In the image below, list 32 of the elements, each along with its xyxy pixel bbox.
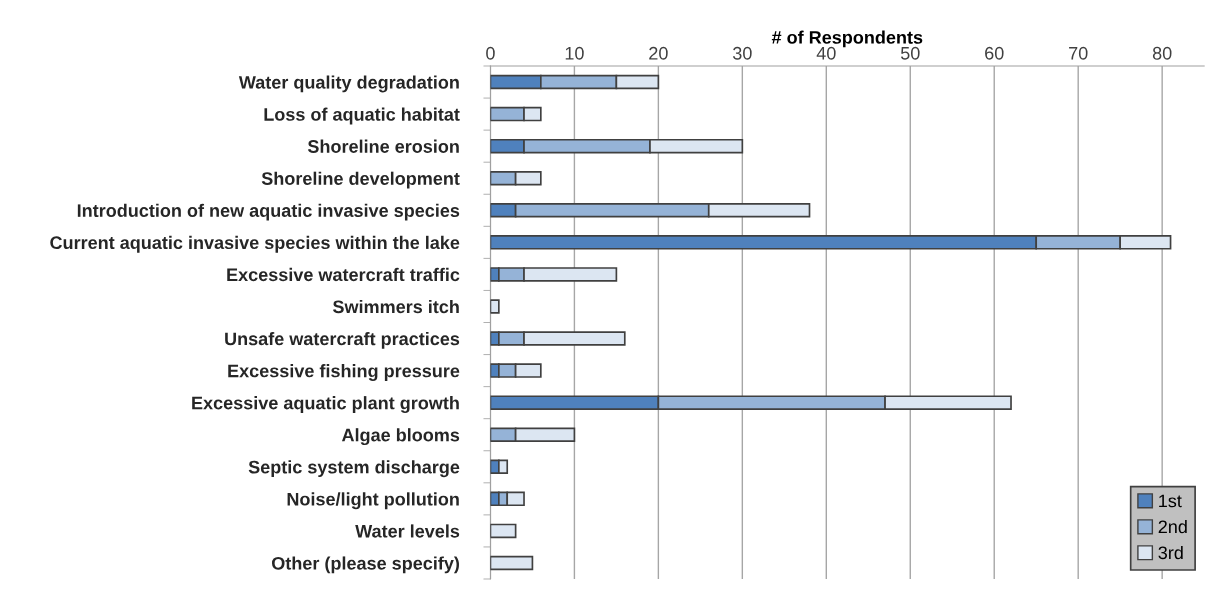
x-tick-label: 50 xyxy=(900,46,920,60)
x-tick-label: 80 xyxy=(1152,46,1172,60)
y-tick-label: Algae blooms xyxy=(341,428,460,446)
y-tick-label: Excessive aquatic plant growth xyxy=(192,396,459,414)
x-tick-label: 60 xyxy=(985,46,1004,60)
y-tick-label: Swimmers itch xyxy=(332,299,459,314)
x-axis-title: # of Respondents xyxy=(771,30,923,48)
legend-label: 1st xyxy=(1159,494,1182,508)
x-tick-label: 10 xyxy=(565,46,584,60)
bar xyxy=(490,555,534,571)
y-tick-label: Septic system discharge xyxy=(248,460,460,478)
x-tick-label: 40 xyxy=(816,46,836,60)
y-tick-label: Other (please specify) xyxy=(271,556,459,574)
legend-label: 3rd xyxy=(1158,545,1183,560)
y-tick-label: Unsafe watercraft practices xyxy=(225,331,460,349)
y-tick-label: Shoreline erosion xyxy=(307,139,459,153)
legend-label: 2nd xyxy=(1158,519,1187,534)
y-tick-label: Noise/light pollution xyxy=(287,492,459,510)
y-tick-label: Introduction of new aquatic invasive species xyxy=(77,203,460,221)
y-tick-label: Loss of aquatic habitat xyxy=(264,107,460,125)
y-tick-label: Water levels xyxy=(355,524,460,538)
y-tick-label: Water quality degradation xyxy=(238,75,459,93)
x-tick-label: 0 xyxy=(486,46,495,60)
x-tick-label: 70 xyxy=(1069,46,1088,60)
bar xyxy=(490,523,517,539)
y-tick-label: Excessive fishing pressure xyxy=(228,364,460,381)
y-tick-label: Shoreline development xyxy=(261,171,460,189)
y-tick-label: Excessive watercraft traffic xyxy=(227,267,460,282)
x-tick-label: 30 xyxy=(732,46,752,60)
y-tick-label: Current aquatic invasive species within the lake xyxy=(50,235,460,253)
x-tick-label: 20 xyxy=(649,46,668,60)
bar xyxy=(490,299,500,314)
